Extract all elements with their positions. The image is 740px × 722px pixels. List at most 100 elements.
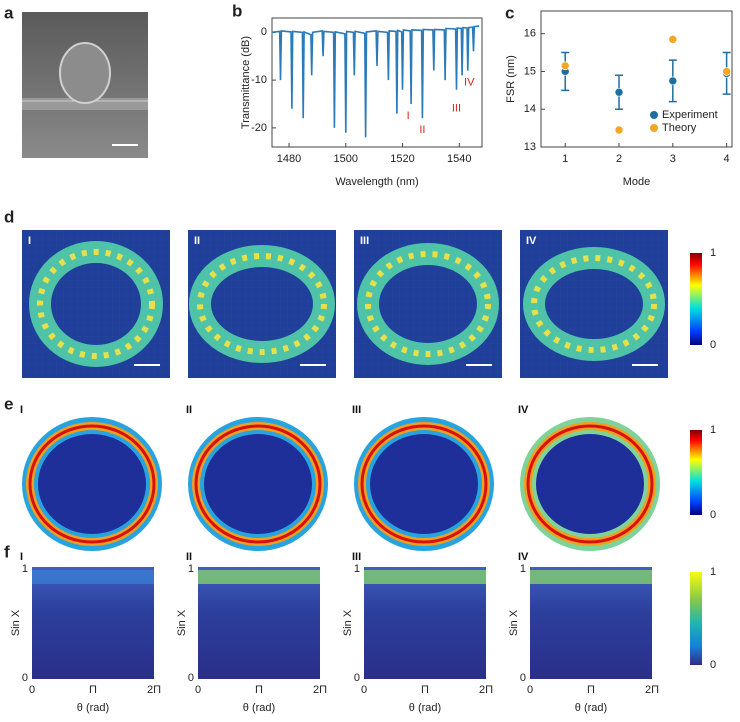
legend-label: Theory	[662, 122, 697, 134]
y-tick-label: 0	[188, 672, 194, 684]
point	[668, 35, 678, 44]
colorbar	[690, 430, 702, 515]
y-tick-label: 13	[524, 141, 536, 153]
sim-ring-core	[526, 424, 654, 544]
y-tick-label: -10	[251, 74, 267, 86]
legend-marker	[650, 124, 658, 132]
colorbar	[690, 572, 702, 665]
panel-labels: a b c d e f	[4, 1, 514, 561]
x-axis-label: Wavelength (nm)	[335, 176, 418, 188]
sim-inner	[204, 434, 312, 534]
panel-label: e	[4, 394, 13, 413]
mode-label: II	[186, 551, 192, 563]
point	[722, 67, 731, 76]
phase-band	[364, 570, 486, 584]
x-tick-label: 2Π	[313, 684, 327, 696]
mode-label: I	[28, 235, 31, 247]
y-tick-label: 14	[524, 103, 536, 115]
plot-frame	[271, 17, 483, 148]
phase-band	[32, 570, 154, 584]
colorbar-label: 0	[710, 509, 716, 521]
x-tick-label: 3	[670, 153, 676, 165]
x-tick-label: 0	[527, 684, 533, 696]
sim-ring-core	[194, 424, 322, 544]
panel-label: c	[505, 3, 514, 22]
x-tick-label: Π	[421, 684, 429, 696]
y-tick-label: 0	[520, 672, 526, 684]
y-tick-label: 15	[524, 65, 536, 77]
colorbar	[690, 253, 702, 345]
x-tick-label: 1540	[447, 153, 471, 165]
x-tick-label: Π	[255, 684, 263, 696]
annotation: III	[452, 103, 461, 115]
ring-core	[197, 253, 327, 355]
mode-label: I	[20, 404, 23, 416]
y-axis-label: Sin X	[342, 609, 354, 636]
colorbar-label: 0	[710, 339, 716, 351]
mode-label: III	[360, 235, 369, 247]
sim-ring-core	[360, 424, 488, 544]
y-tick-label: 1	[520, 563, 526, 575]
point	[614, 125, 624, 135]
phase-map	[530, 567, 652, 679]
x-tick-label: Π	[587, 684, 595, 696]
y-tick-label: 0	[261, 26, 267, 38]
y-axis-label: Transmittance (dB)	[240, 36, 252, 129]
mode-label: II	[186, 404, 192, 416]
x-tick-label: Π	[89, 684, 97, 696]
colorbar-label: 0	[710, 659, 716, 671]
mode-label: IV	[526, 235, 537, 247]
panel-label: a	[4, 3, 14, 22]
y-axis-label: Sin X	[508, 609, 520, 636]
sim-inner	[38, 434, 146, 534]
x-axis-label: Mode	[623, 176, 651, 188]
y-axis-label: Sin X	[10, 609, 22, 636]
y-tick-label: 0	[22, 672, 28, 684]
y-tick-label: 1	[354, 563, 360, 575]
ring-core	[37, 249, 155, 359]
phase-band	[530, 570, 652, 584]
x-axis-label: θ (rad)	[243, 702, 275, 714]
x-tick-label: 1520	[390, 153, 414, 165]
panel-label: f	[4, 542, 10, 561]
x-axis-label: θ (rad)	[77, 702, 109, 714]
mode-label: III	[352, 404, 361, 416]
x-tick-label: 4	[724, 153, 730, 165]
panel-label: b	[232, 1, 242, 20]
phase-band	[198, 570, 320, 584]
point	[560, 61, 570, 71]
sem-image	[22, 12, 148, 158]
annotation: II	[419, 124, 425, 136]
phase-map	[198, 567, 320, 679]
y-axis-label: FSR (nm)	[505, 55, 517, 103]
sim-inner	[536, 434, 644, 534]
y-axis-label: Sin X	[176, 609, 188, 636]
x-tick-label: 1500	[334, 153, 358, 165]
legend-marker	[650, 111, 658, 119]
sim-inner	[370, 434, 478, 534]
y-tick-label: -20	[251, 122, 267, 134]
phase-map	[32, 567, 154, 679]
spectrum-line	[271, 25, 480, 138]
mode-label: IV	[518, 551, 529, 563]
legend-label: Experiment	[662, 109, 718, 121]
x-tick-label: 2Π	[479, 684, 493, 696]
annotation: IV	[464, 76, 475, 88]
x-tick-label: 1480	[277, 153, 301, 165]
mode-label: III	[352, 551, 361, 563]
ring-core	[365, 251, 491, 357]
x-tick-label: 2	[616, 153, 622, 165]
ring-core	[531, 255, 657, 353]
colorbar-label: 1	[710, 566, 716, 578]
x-tick-label: 0	[195, 684, 201, 696]
sim-ring-core	[28, 424, 156, 544]
point	[668, 76, 678, 86]
y-tick-label: 1	[188, 563, 194, 575]
x-tick-label: 0	[29, 684, 35, 696]
mode-label: II	[194, 235, 200, 247]
x-tick-label: 2Π	[645, 684, 659, 696]
